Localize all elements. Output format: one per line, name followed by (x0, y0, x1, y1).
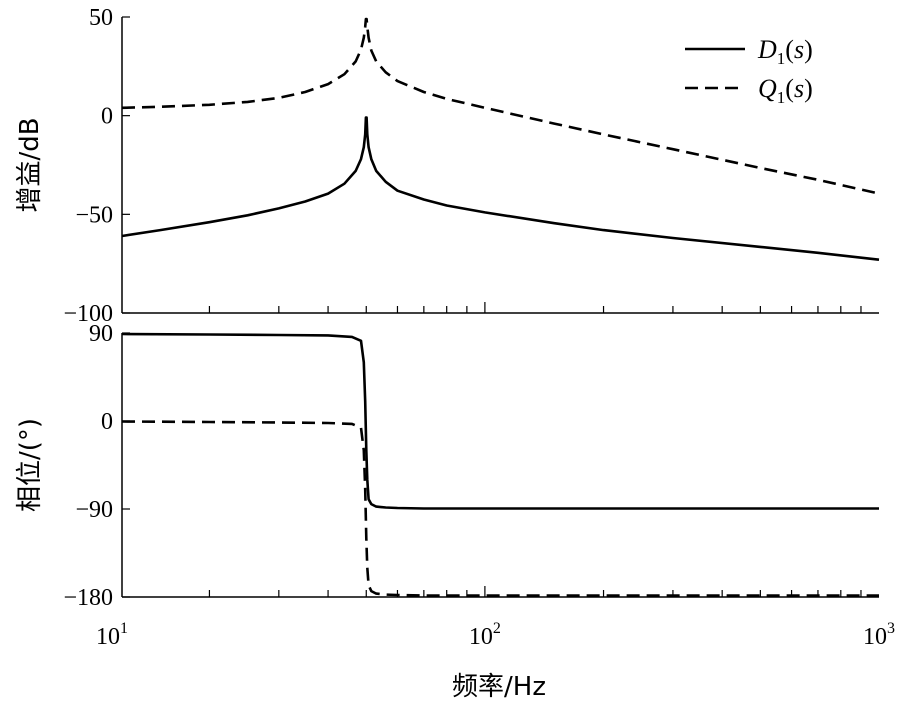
legend-label-d1: D1(s) (757, 35, 813, 68)
gain-panel: 50 0 −50 −100 增益/dB (15, 5, 880, 327)
gain-y-tick-label: −100 (63, 301, 113, 327)
gain-y-axis-label: 增益/dB (15, 117, 45, 212)
legend-label-q1: Q1(s) (758, 74, 813, 107)
gain-y-tick-label: −50 (75, 202, 113, 228)
phase-line-q1s (121, 420, 879, 597)
x-tick-label: 103 (863, 620, 895, 650)
phase-series-lines (121, 332, 879, 597)
gain-y-tick-label: 50 (89, 5, 113, 31)
phase-y-tick-label: −180 (63, 585, 113, 611)
gain-axes (121, 16, 879, 314)
x-tick-labels: 101 102 103 (96, 620, 895, 650)
gain-line-d1s (121, 116, 880, 261)
phase-y-tick-label: 0 (101, 409, 113, 435)
gain-line-q1s (121, 17, 880, 195)
gain-y-tick-label: 0 (101, 104, 113, 130)
gain-y-tick-labels: 50 0 −50 −100 (63, 5, 113, 327)
phase-axes (121, 332, 879, 598)
x-axis-label: 频率/Hz (452, 672, 546, 702)
phase-y-tick-label: −90 (75, 497, 113, 523)
x-tick-label: 101 (96, 620, 128, 650)
phase-y-axis-label: 相位/(°) (15, 418, 45, 512)
legend: D1(s) Q1(s) (685, 35, 813, 107)
phase-y-tick-label: 90 (89, 321, 113, 347)
phase-y-tick-labels: 90 0 −90 −180 (63, 321, 113, 611)
gain-series-lines (121, 17, 880, 261)
x-tick-label: 102 (469, 620, 501, 650)
phase-panel: 90 0 −90 −180 101 102 103 相位/(°) 频率/Hz (15, 321, 895, 702)
phase-line-d1s (121, 332, 879, 510)
